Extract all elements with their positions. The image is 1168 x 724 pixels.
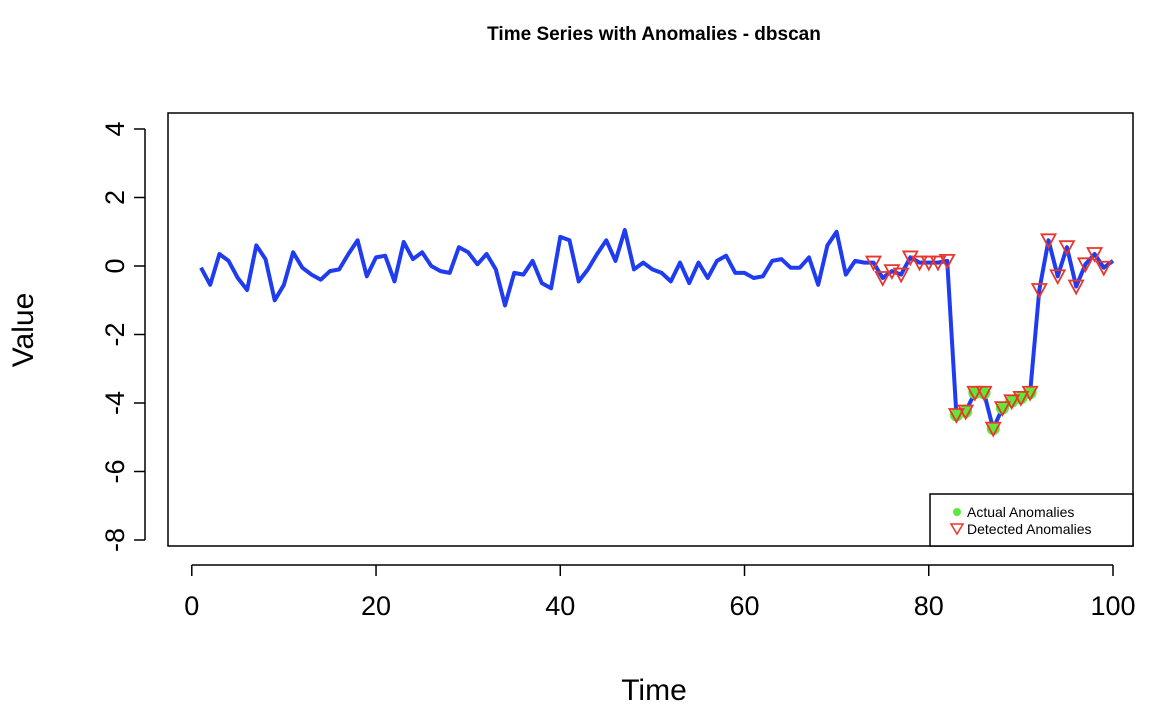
detected-anomaly-point [1086,247,1104,263]
detected-anomaly-point [1003,394,1021,411]
detected-anomaly-point [892,267,910,284]
actual-anomaly-point [986,422,1000,436]
detected-anomaly-point [1012,390,1030,407]
x-tick-label: 0 [184,591,199,621]
legend-actual-marker [953,508,961,516]
detected-anomaly-point [1049,269,1067,286]
y-tick-label: 0 [100,258,130,273]
detected-anomaly-point [966,385,984,402]
legend-detected-label: Detected Anomalies [967,521,1092,537]
detected-anomaly-point [957,404,975,421]
x-axis-label: Time [621,674,687,707]
detected-anomaly-point [911,255,929,272]
detected-anomaly-point [874,271,892,287]
detected-anomaly-point [864,255,882,272]
detected-anomaly-point [947,408,965,424]
detected-anomaly-point [938,253,956,270]
y-tick-label: -4 [100,391,130,415]
y-tick-label: 4 [100,121,130,136]
axes: 0 20 40 60 80 100 -8 -6 -4 -2 0 2 4 [100,121,1136,621]
actual-anomaly-point [1023,386,1037,400]
detected-anomaly-point [1030,283,1048,299]
detected-anomaly-point [1058,240,1076,257]
detected-anomaly-point [1021,385,1039,402]
series-layer [199,228,1115,438]
y-tick-label: 2 [100,190,130,205]
detected-anomaly-point [975,385,993,402]
x-tick-label: 20 [361,591,391,621]
detected-anomaly-point [1095,260,1113,277]
x-tick-label: 60 [729,591,759,621]
detected-anomaly-point [929,255,947,272]
legend: Actual Anomalies Detected Anomalies [929,493,1134,547]
x-tick-label: 40 [545,591,575,621]
actual-anomaly-point [995,401,1009,415]
chart-title: Time Series with Anomalies - dbscan [487,24,821,45]
detected-anomaly-point [1040,233,1058,250]
legend-actual-label: Actual Anomalies [967,504,1074,520]
x-tick-label: 80 [914,591,944,621]
y-tick-label: -8 [100,528,130,552]
y-axis-label: Value [7,293,40,368]
y-tick-label: -2 [100,322,130,346]
detected-anomaly-point [920,255,938,272]
y-tick-label: -6 [100,459,130,483]
legend-detected-marker [949,523,965,536]
x-tick-label: 100 [1090,591,1135,621]
detected-anomaly-point [1076,257,1094,274]
detected-anomaly-point [984,421,1002,438]
plot-area-frame [167,112,1134,547]
detected-anomaly-point [1067,279,1085,296]
detected-anomaly-point [993,401,1011,418]
legend-box [929,493,1134,547]
